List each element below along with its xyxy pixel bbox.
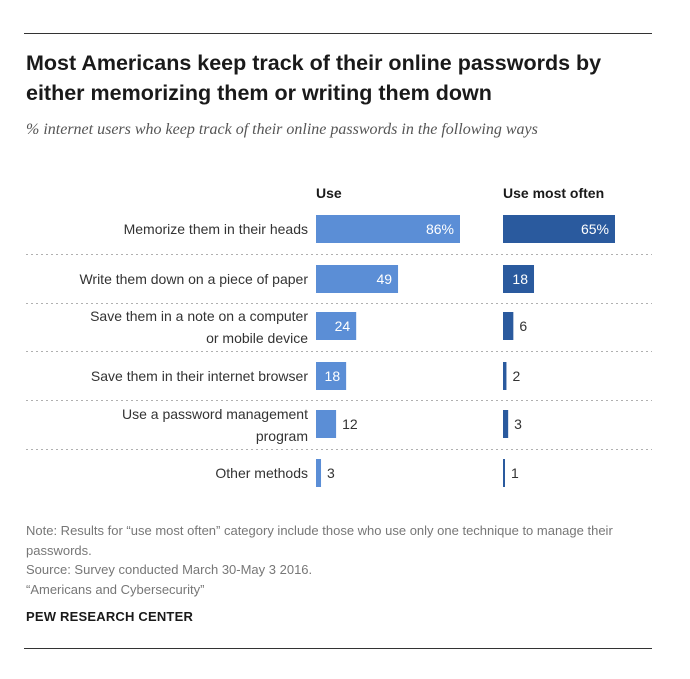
category-label: Use a password management program <box>122 406 308 444</box>
column-header-use-most-often: Use most often <box>503 185 605 201</box>
category-label: Memorize them in their heads <box>124 221 308 237</box>
bar-use <box>316 265 399 293</box>
category-label: Write them down on a piece of paper <box>79 271 308 287</box>
report-title: “Americans and Cybersecurity” <box>26 581 205 597</box>
bar-use-most-often <box>503 362 507 390</box>
data-label: 3 <box>327 465 335 481</box>
source-text: Source: Survey conducted March 30-May 3 … <box>26 562 313 577</box>
bar-use-most-often <box>503 459 505 487</box>
data-label: 3 <box>514 416 522 432</box>
bar-use-most-often <box>503 410 509 438</box>
data-label: 24 <box>335 318 351 334</box>
bar-use <box>316 215 460 243</box>
brand-name: PEW RESEARCH CENTER <box>26 609 194 624</box>
bar-use-most-often <box>503 215 615 243</box>
chart-title: Most Americans keep track of their onlin… <box>26 51 602 105</box>
data-label: 18 <box>512 271 528 287</box>
category-label: Save them in a note on a computer or mobi… <box>90 308 308 346</box>
chart-subtitle: % internet users who keep track of their… <box>26 121 538 138</box>
notes: Note: Results for “use most often” categ… <box>26 521 646 599</box>
bar-use-most-often <box>503 265 535 293</box>
data-label: 2 <box>512 368 520 384</box>
data-label: 18 <box>325 368 341 384</box>
data-label: 1 <box>511 465 519 481</box>
note-text: Note: Results for “use most often” categ… <box>26 523 613 558</box>
bar-use <box>316 410 337 438</box>
column-header-use: Use <box>316 185 342 201</box>
data-label: 49 <box>376 271 392 287</box>
data-label: 65% <box>581 221 609 237</box>
top-rule <box>24 33 652 34</box>
data-label: 6 <box>519 318 527 334</box>
category-label: Other methods <box>215 465 308 481</box>
bar-use <box>316 459 322 487</box>
data-label: 12 <box>342 416 358 432</box>
bar-use-most-often <box>503 312 514 340</box>
bar-use <box>316 362 347 390</box>
category-label: Save them in their internet browser <box>91 368 308 384</box>
bottom-rule <box>24 648 652 649</box>
bar-use <box>316 312 357 340</box>
data-label: 86% <box>426 221 454 237</box>
